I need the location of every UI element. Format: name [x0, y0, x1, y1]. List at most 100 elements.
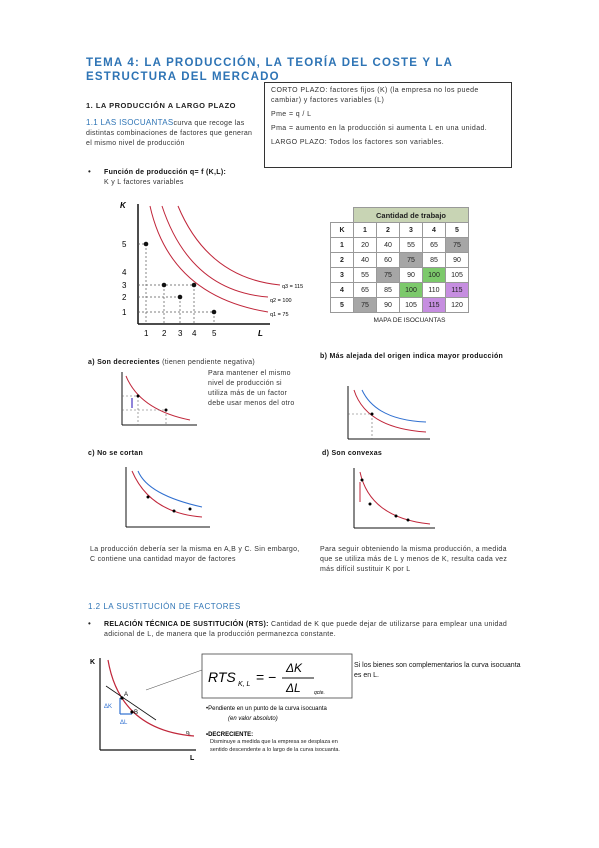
prop-a-text: Para mantener el mismo nivel de producci… — [208, 370, 295, 407]
prop-c-text: La producción debería ser la misma en A,… — [90, 546, 300, 563]
table-cell: 75 — [445, 237, 469, 253]
section-2-heading: 1.2 LA SUSTITUCIÓN DE FACTORES — [88, 602, 241, 611]
svg-text:ΔL: ΔL — [285, 681, 301, 695]
y-tick-label: 3 — [122, 281, 127, 290]
curve-label-q1: q1 = 75 — [270, 312, 289, 318]
table-cell: 40 — [353, 252, 377, 268]
isocuantas-text: curva que recoge las distintas combinaci… — [86, 120, 253, 147]
prop-d-label: d) Son convexas — [322, 450, 383, 457]
complementary-note: Si los bienes son complementarios la cur… — [354, 662, 521, 679]
table-row: 1 20 40 55 65 75 — [330, 237, 469, 253]
table-cell: 1 — [330, 237, 354, 253]
box-long-run: LARGO PLAZO: Todos los factores son vari… — [271, 139, 445, 146]
svg-text:ΔL: ΔL — [120, 720, 128, 726]
svg-text:ΔK: ΔK — [104, 704, 112, 710]
isocuantas-definition: 1.1 LAS ISOCUANTAScurva que recoge las d… — [86, 118, 258, 149]
isocuantas-label: 1.1 LAS ISOCUANTAS — [86, 118, 174, 127]
table-cell: 110 — [422, 282, 446, 298]
slope-label: •Pendiente en un punto de la curva isocu… — [206, 706, 328, 712]
table-cell: 105 — [445, 267, 469, 283]
prop-d-text: Para seguir obteniendo la misma producci… — [320, 546, 508, 573]
table-header-cell: 1 — [353, 222, 377, 238]
x-tick-label: 1 — [144, 329, 149, 338]
table-title: Cantidad de trabajo — [353, 207, 469, 223]
prop-b-label: b) Más alejada del origen indica mayor p… — [320, 353, 504, 360]
table-cell: 90 — [445, 252, 469, 268]
table-header-cell: 3 — [399, 222, 423, 238]
table-cell: 75 — [376, 267, 400, 283]
table-cell: 85 — [422, 252, 446, 268]
table-cell: 65 — [353, 282, 377, 298]
table-cell: 100 — [399, 282, 423, 298]
table-cell: 55 — [353, 267, 377, 283]
page-title: TEMA 4: LA PRODUCCIÓN, LA TEORÍA DEL COS… — [86, 57, 453, 83]
y-tick-label: 5 — [122, 240, 127, 249]
table-cell: 120 — [445, 297, 469, 313]
y-tick-label: 1 — [122, 308, 127, 317]
y-tick-label: 4 — [122, 268, 127, 277]
x-tick-label: 4 — [192, 329, 197, 338]
x-tick-label: 5 — [212, 329, 217, 338]
table-cell: 85 — [376, 282, 400, 298]
table-row: 2 40 60 75 85 90 — [330, 252, 469, 268]
curve-label-q3: q3 = 115 — [282, 284, 303, 290]
box-pma: Pma = aumento en la producción si aument… — [271, 125, 488, 132]
table-cell: 100 — [422, 267, 446, 283]
y-tick-label: 2 — [122, 293, 127, 302]
decreasing-text: Disminuye a medida que la empresa se des… — [210, 739, 340, 753]
svg-text:L: L — [190, 755, 195, 762]
table-cell: 90 — [399, 267, 423, 283]
table-cell: 55 — [399, 237, 423, 253]
slope-sub: (en valor absoluto) — [228, 716, 278, 722]
svg-text:RTS: RTS — [208, 669, 236, 685]
table-cell: 60 — [376, 252, 400, 268]
table-cell: 115 — [445, 282, 469, 298]
svg-text:= −: = − — [256, 669, 276, 685]
svg-text:K, L: K, L — [238, 681, 251, 688]
svg-text:ΔK: ΔK — [285, 661, 303, 675]
decreasing-label: •DECRECIENTE: — [206, 732, 253, 738]
table-cell: 75 — [399, 252, 423, 268]
x-tick-label: 3 — [178, 329, 183, 338]
table-cell: 3 — [330, 267, 354, 283]
table-header-cell: K — [330, 222, 354, 238]
bullet-icon-2: • — [88, 619, 91, 628]
svg-text:B: B — [134, 710, 138, 716]
rts-graph: ΔK ΔL A B K L q₁ RTS K, L = − ΔK ΔL qcte.… — [90, 653, 353, 762]
table-caption: MAPA DE ISOCUANTAS — [373, 317, 446, 324]
graph-d — [353, 468, 435, 529]
definitions-box: CORTO PLAZO: factores fijos (K) (la empr… — [264, 82, 512, 168]
svg-text:A: A — [124, 692, 128, 698]
table-cell: 65 — [422, 237, 446, 253]
table-cell: 75 — [353, 297, 377, 313]
svg-text:q₁: q₁ — [186, 730, 191, 736]
table-cell: 4 — [330, 282, 354, 298]
axis-k-label: K — [120, 201, 127, 210]
table-cell: 2 — [330, 252, 354, 268]
prop-c-label: c) No se cortan — [88, 450, 144, 457]
box-short-run: CORTO PLAZO: factores fijos (K) (la empr… — [271, 87, 479, 104]
table-cell: 90 — [376, 297, 400, 313]
table-cell: 20 — [353, 237, 377, 253]
graph-a — [121, 372, 197, 426]
table-header-cell: 5 — [445, 222, 469, 238]
table-header-cell: 4 — [422, 222, 446, 238]
isoquant-table: Cantidad de trabajo K 1 2 3 4 5 1 20 40 55 65 75 2 40… — [330, 207, 469, 324]
table-row: 3 55 75 90 100 105 — [330, 267, 469, 283]
svg-text:K: K — [90, 659, 95, 666]
svg-text:qcte.: qcte. — [314, 690, 325, 696]
table-header-cell: 2 — [376, 222, 400, 238]
prop-a-label: a) Son decrecientes (tienen pendiente ne… — [88, 359, 256, 366]
axis-l-label: L — [258, 329, 263, 338]
graph-c — [125, 467, 210, 528]
x-tick-label: 2 — [162, 329, 167, 338]
table-cell: 105 — [399, 297, 423, 313]
curve-label-q2: q2 = 100 — [270, 298, 292, 304]
table-row: 4 65 85 100 110 115 — [330, 282, 469, 298]
table-row: 5 75 90 105 115 120 — [330, 297, 469, 313]
production-function: Función de producción q= f (K,L): K y L … — [104, 169, 227, 186]
bullet-icon: • — [88, 167, 91, 176]
graph-b — [347, 386, 430, 440]
rts-definition: RELACIÓN TÉCNICA DE SUSTITUCIÓN (RTS): C… — [104, 621, 508, 638]
